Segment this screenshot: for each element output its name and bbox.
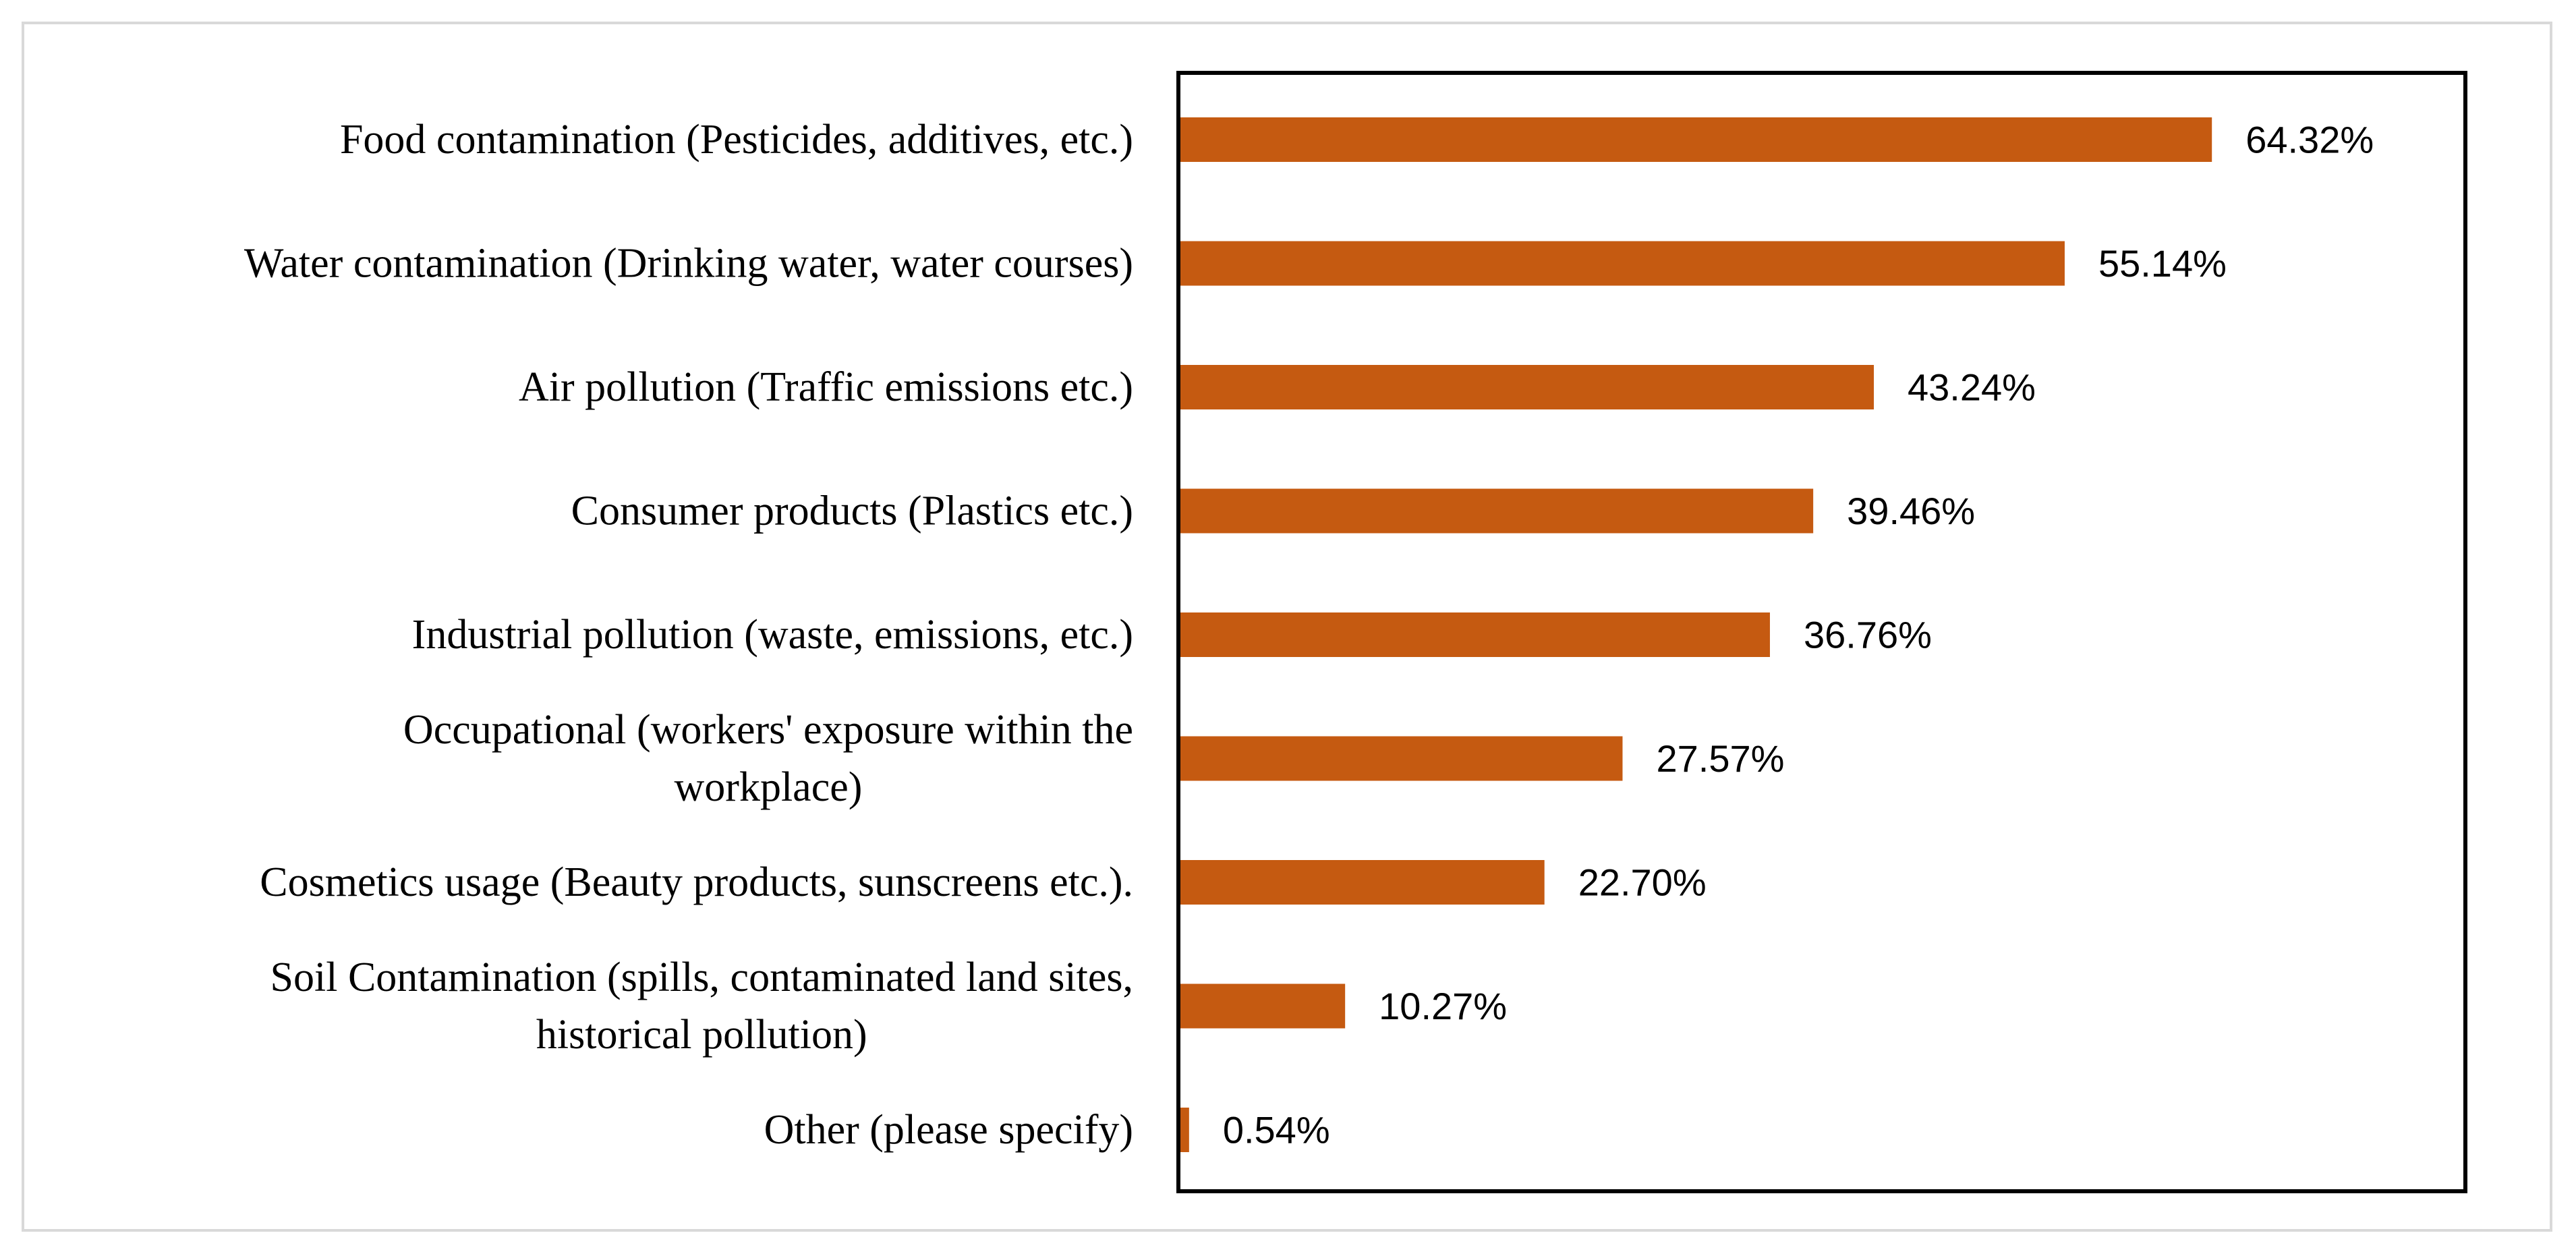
bar bbox=[1180, 241, 2065, 286]
category-label: Cosmetics usage (Beauty products, sunscr… bbox=[260, 859, 1133, 905]
value-labels: 64.32% 55.14% 43.24% 39.46% 36.76% 27.57% 22.7… bbox=[1223, 119, 2374, 1151]
bar bbox=[1180, 612, 1770, 657]
category-label-line: Water contamination (Drinking water, wat… bbox=[244, 241, 1133, 287]
figure-frame bbox=[22, 22, 2552, 1232]
bar bbox=[1180, 365, 1874, 409]
category-label-line: Air pollution (Traffic emissions etc.) bbox=[519, 364, 1133, 410]
category-label: Consumer products (Plastics etc.) bbox=[571, 488, 1133, 534]
category-label-line: Cosmetics usage (Beauty products, sunscr… bbox=[260, 859, 1133, 905]
data-label: 39.46% bbox=[1847, 490, 1975, 532]
category-label-line: Food contamination (Pesticides, additive… bbox=[340, 117, 1133, 163]
category-label: Other (please specify) bbox=[764, 1107, 1133, 1153]
data-label: 36.76% bbox=[1804, 614, 1932, 656]
category-labels: Food contamination (Pesticides, additive… bbox=[244, 117, 1133, 1153]
data-label: 55.14% bbox=[2098, 242, 2227, 285]
category-label-line: Occupational (workers' exposure within t… bbox=[403, 707, 1133, 753]
category-label: Occupational (workers' exposure within t… bbox=[403, 707, 1133, 810]
data-label: 64.32% bbox=[2245, 119, 2374, 161]
bars-layer bbox=[1180, 117, 2212, 1152]
category-label: Industrial pollution (waste, emissions, … bbox=[412, 612, 1133, 658]
data-label: 22.70% bbox=[1578, 861, 1707, 904]
category-label-line: Soil Contamination (spills, contaminated… bbox=[270, 954, 1133, 1000]
bar bbox=[1180, 736, 1623, 781]
category-label-line: Other (please specify) bbox=[764, 1107, 1133, 1153]
category-label-line: Consumer products (Plastics etc.) bbox=[571, 488, 1133, 534]
bar bbox=[1180, 1108, 1189, 1152]
data-label: 27.57% bbox=[1656, 737, 1784, 780]
category-label: Soil Contamination (spills, contaminated… bbox=[270, 954, 1133, 1058]
category-label-line: Industrial pollution (waste, emissions, … bbox=[412, 612, 1133, 658]
category-label: Water contamination (Drinking water, wat… bbox=[244, 241, 1133, 287]
plot-area-border bbox=[1176, 71, 2467, 1193]
data-label: 10.27% bbox=[1379, 985, 1507, 1027]
category-label-line: historical pollution) bbox=[536, 1012, 867, 1058]
bar bbox=[1180, 488, 1814, 534]
category-label: Air pollution (Traffic emissions etc.) bbox=[519, 364, 1133, 410]
bar bbox=[1180, 860, 1545, 905]
data-label: 43.24% bbox=[1908, 366, 2036, 409]
bar bbox=[1180, 983, 1346, 1029]
category-label: Food contamination (Pesticides, additive… bbox=[340, 117, 1133, 163]
category-label-line: workplace) bbox=[675, 764, 863, 810]
data-label: 0.54% bbox=[1223, 1109, 1330, 1151]
bar bbox=[1180, 117, 2212, 162]
